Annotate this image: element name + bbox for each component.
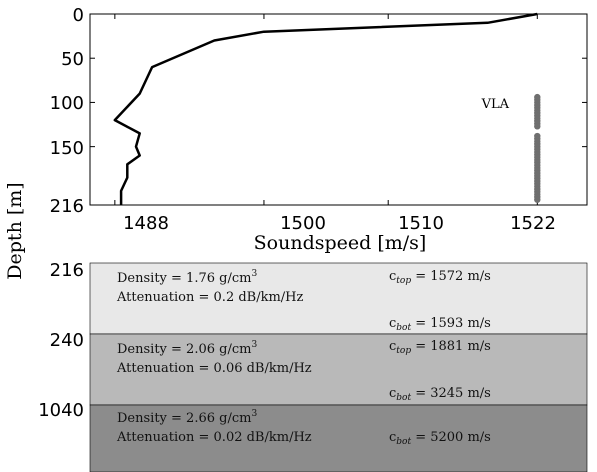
layer-3-attenuation: Attenuation = 0.02 dB/km/Hz xyxy=(116,430,312,445)
layer-depth-label-240: 240 xyxy=(50,330,84,351)
layer-2-attenuation: Attenuation = 0.06 dB/km/Hz xyxy=(116,361,312,376)
y-axis-label: Depth [m] xyxy=(4,182,26,279)
basement-layer xyxy=(89,404,588,472)
layer-2-ctop: ctop = 1881 m/s xyxy=(389,339,491,356)
sediment-layer-1 xyxy=(89,262,588,335)
layer-depth-label-1040: 1040 xyxy=(38,400,84,421)
layer-1-cbot: cbot = 1593 m/s xyxy=(389,316,491,333)
vla-label: VLA xyxy=(481,97,510,112)
layer-3-density: Density = 2.66 g/cm3 xyxy=(117,409,257,426)
sediment-layer-2 xyxy=(89,333,588,406)
layer-depth-label-216: 216 xyxy=(50,260,84,281)
vla-hydrophone-point xyxy=(534,196,541,203)
y-tick-label-50: 50 xyxy=(61,49,84,70)
soundspeed-profile-line xyxy=(113,12,538,205)
layer-1-ctop: ctop = 1572 m/s xyxy=(389,269,491,286)
x-tick-label-1522: 1522 xyxy=(510,213,556,234)
y-tick-label-0: 0 xyxy=(73,5,84,26)
x-tick-label-1488: 1488 xyxy=(123,213,169,234)
layer-2-density: Density = 2.06 g/cm3 xyxy=(117,340,257,357)
axis-ticks xyxy=(90,13,587,206)
plot-frame xyxy=(89,13,588,206)
vla-hydrophone-point xyxy=(534,123,541,130)
layer-1-attenuation: Attenuation = 0.2 dB/km/Hz xyxy=(116,290,304,305)
layer-2-cbot: cbot = 3245 m/s xyxy=(389,386,491,403)
x-tick-label-1500: 1500 xyxy=(280,213,326,234)
layer-3-cbot: cbot = 5200 m/s xyxy=(389,430,491,447)
y-tick-label-150: 150 xyxy=(50,138,84,159)
y-tick-label-100: 100 xyxy=(50,93,84,114)
y-tick-label-216: 216 xyxy=(50,196,84,217)
layer-1-density: Density = 1.76 g/cm3 xyxy=(117,269,257,286)
vla-hydrophone-array xyxy=(534,93,541,203)
x-tick-label-1510: 1510 xyxy=(398,213,444,234)
x-axis-label: Soundspeed [m/s] xyxy=(254,232,427,254)
